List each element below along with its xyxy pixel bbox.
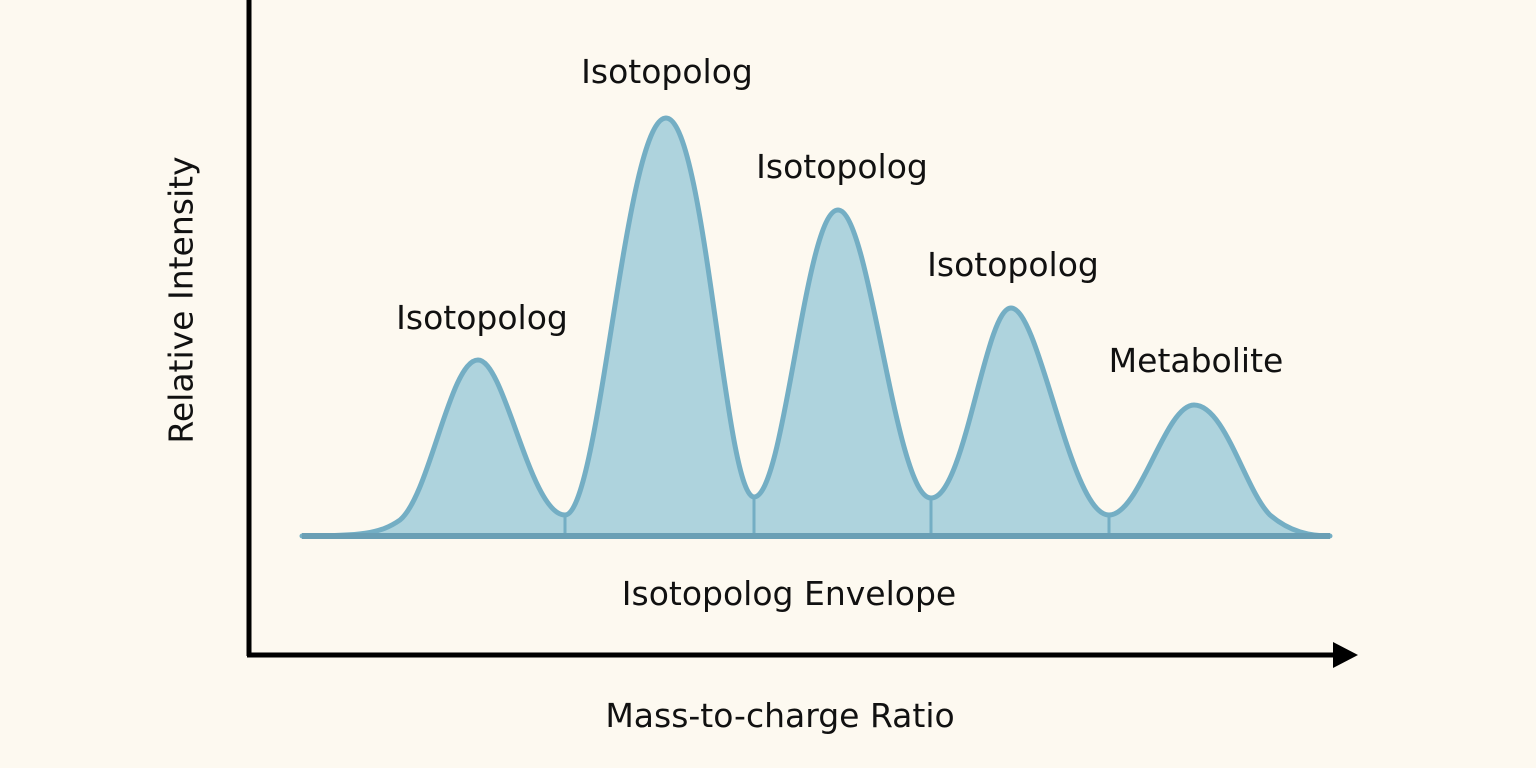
x-axis-arrow-icon bbox=[1333, 642, 1358, 668]
valley-markers bbox=[563, 497, 1111, 536]
isotopolog-envelope-fill bbox=[299, 115, 1333, 539]
peak-label-2: Isotopolog bbox=[581, 52, 753, 91]
peak-label-4: Isotopolog bbox=[927, 245, 1099, 284]
envelope-label: Isotopolog Envelope bbox=[621, 574, 957, 613]
peak-label-1: Isotopolog bbox=[396, 298, 568, 337]
peak-label-metabolite: Metabolite bbox=[1108, 341, 1284, 380]
peak-label-3: Isotopolog bbox=[756, 147, 928, 186]
envelope-baseline bbox=[302, 533, 1330, 539]
x-axis-label: Mass-to-charge Ratio bbox=[605, 696, 955, 735]
y-axis-label: Relative Intensity bbox=[161, 156, 201, 444]
